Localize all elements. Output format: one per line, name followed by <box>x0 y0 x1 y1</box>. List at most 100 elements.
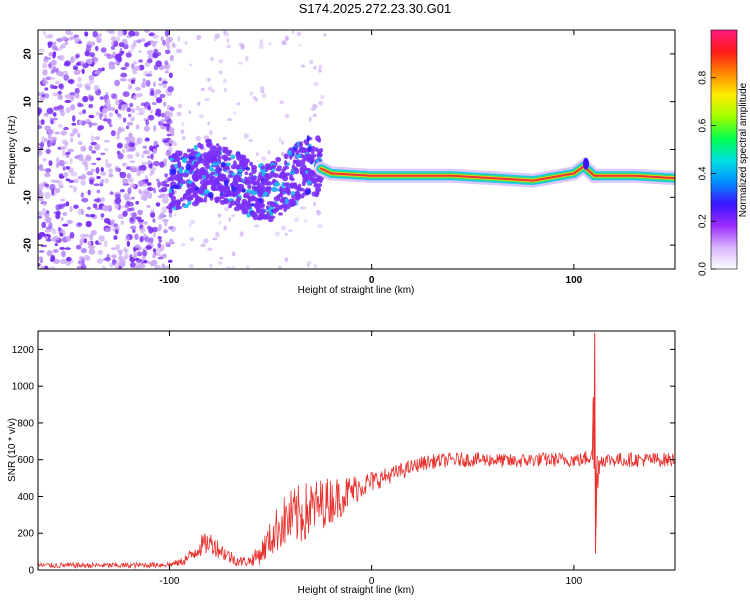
spectrogram-cluster-dot <box>170 169 177 175</box>
spectrogram-noise-dot <box>127 187 132 195</box>
spectrogram-cluster-dot <box>317 187 322 192</box>
spectrogram-cluster-dot <box>281 173 287 178</box>
spectrogram-noise-dot <box>122 117 127 123</box>
spectrogram-noise-dot <box>136 169 141 177</box>
spectrogram-noise-dot <box>83 238 88 244</box>
spectrogram-noise-dot <box>168 226 174 230</box>
spectrogram-cluster-dot <box>283 182 289 187</box>
snr-x-label: Height of straight line (km) <box>298 585 415 596</box>
spectrogram-noise-dot <box>129 183 136 189</box>
spectrogram-noise-dot <box>62 203 66 207</box>
spectrogram-noise-dot <box>38 250 45 253</box>
spectrogram-noise-dot <box>79 175 84 180</box>
spectrogram-noise-dot <box>73 34 80 38</box>
spectrogram-noise-dot <box>260 86 265 92</box>
spectrogram-cluster-dot <box>310 169 315 174</box>
spectrogram-noise-dot <box>145 119 149 126</box>
spectrogram-noise-dot <box>56 179 63 184</box>
spectrogram-noise-dot <box>169 111 173 118</box>
spectrogram-noise-dot <box>95 167 100 174</box>
spectrogram-noise-dot <box>90 168 95 172</box>
spectrogram-noise-dot <box>116 142 123 149</box>
spectrogram-noise-dot <box>164 265 169 269</box>
spectrogram-noise-dot <box>87 206 91 210</box>
spectrogram-noise-dot <box>145 245 152 250</box>
spectrogram-cluster-dot <box>211 150 215 156</box>
spectrogram-noise-dot <box>134 265 141 269</box>
spectrogram-noise-dot <box>122 30 127 36</box>
spectrogram-noise-dot <box>85 118 91 124</box>
spectrogram-noise-dot <box>176 48 179 54</box>
spectrogram-cluster-dot <box>308 145 312 152</box>
spectrogram-cluster-dot <box>169 157 175 161</box>
spectrogram-y-tick-label: 10 <box>23 96 34 108</box>
spectrogram-cluster-dot <box>250 175 257 180</box>
spectrogram-noise-dot <box>231 251 236 257</box>
spectrogram-cluster-dot <box>288 199 292 204</box>
spectrogram-noise-dot <box>109 123 113 128</box>
spectrogram-noise-dot <box>119 171 123 176</box>
spectrogram-noise-dot <box>93 84 100 92</box>
spectrogram-noise-dot <box>49 138 55 142</box>
spectrogram-noise-dot <box>200 87 205 92</box>
spectrogram-noise-dot <box>151 226 158 233</box>
spectrogram-cluster-dot <box>283 153 289 160</box>
spectrogram-cluster-dot <box>178 167 183 174</box>
spectrogram-noise-dot <box>163 101 167 107</box>
spectrogram-noise-dot <box>80 180 86 186</box>
spectrogram-noise-dot <box>111 36 117 42</box>
spectrogram-cluster-dot <box>203 196 207 203</box>
spectrogram-noise-dot <box>112 258 116 266</box>
spectrogram-noise-dot <box>89 233 94 241</box>
spectrogram-noise-dot <box>129 165 136 173</box>
spectrogram-cluster-dot <box>203 189 210 195</box>
spectrogram-noise-dot <box>177 36 181 42</box>
spectrogram-noise-dot <box>43 57 49 64</box>
spectrogram-noise-dot <box>306 263 310 268</box>
spectrogram-noise-dot <box>144 179 148 184</box>
spectrogram-noise-dot <box>51 76 55 80</box>
spectrogram-cluster-dot <box>269 201 277 208</box>
spectrogram-noise-dot <box>303 219 308 223</box>
spectrogram-noise-dot <box>114 109 119 115</box>
spectrogram-noise-dot <box>45 226 52 230</box>
spectrogram-noise-dot <box>120 72 128 78</box>
spectrogram-noise-dot <box>43 31 47 36</box>
spectrogram-noise-dot <box>77 76 82 82</box>
spectrogram-noise-dot <box>140 226 146 234</box>
spectrogram-cluster-dot <box>213 158 219 163</box>
spectrogram-noise-dot <box>138 263 146 269</box>
spectrogram-noise-dot <box>207 121 211 125</box>
spectrogram-noise-dot <box>117 30 124 37</box>
spectrogram-noise-dot <box>207 86 213 92</box>
spectrogram-cluster-dot <box>273 182 281 187</box>
spectrogram-noise-dot <box>63 74 70 81</box>
spectrogram-noise-dot <box>39 191 44 197</box>
spectrogram-noise-dot <box>205 77 211 82</box>
spectrogram-noise-dot <box>181 121 185 127</box>
spectrogram-noise-dot <box>108 173 114 178</box>
spectrogram-noise-dot <box>123 255 127 261</box>
spectrogram-noise-dot <box>252 96 257 100</box>
spectrogram-noise-dot <box>80 145 87 152</box>
spectrogram-noise-dot <box>158 239 162 243</box>
spectrogram-noise-dot <box>69 157 73 164</box>
spectrogram-noise-dot <box>47 129 55 135</box>
spectrogram-cluster-dot <box>285 186 290 190</box>
spectrogram-noise-dot <box>68 185 74 189</box>
spectrogram-noise-dot <box>41 136 45 143</box>
spectrogram-noise-dot <box>44 216 52 224</box>
spectrogram-cluster-dot <box>270 186 278 192</box>
spectrogram-noise-dot <box>91 150 97 154</box>
spectrogram-noise-dot <box>127 83 133 91</box>
spectrogram-cluster-dot <box>207 143 212 147</box>
spectrogram-cluster-dot <box>279 186 283 193</box>
spectrogram-noise-dot <box>105 98 111 105</box>
spectrogram-noise-dot <box>157 83 165 86</box>
spectrogram-noise-dot <box>85 220 92 228</box>
spectrogram-noise-dot <box>113 235 118 241</box>
spectrogram-noise-dot <box>125 208 130 212</box>
spectrogram-noise-dot <box>126 173 132 179</box>
spectrogram-noise-dot <box>93 57 99 64</box>
spectrogram-noise-dot <box>148 173 153 177</box>
